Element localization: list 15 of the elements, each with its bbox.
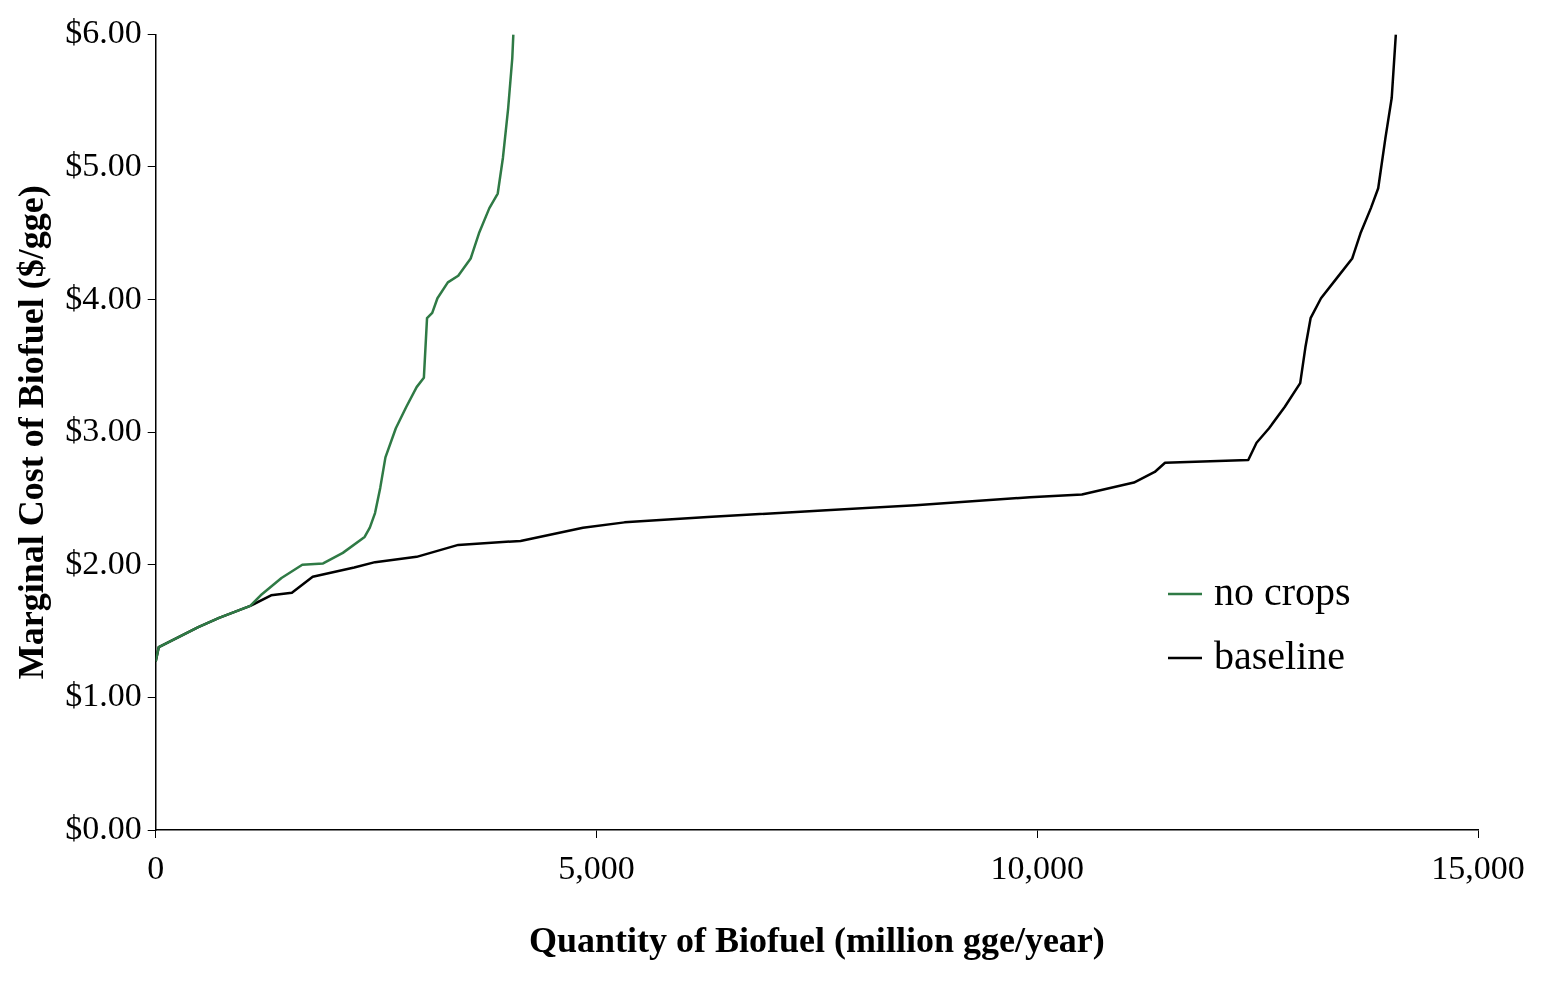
y-tick-label: $4.00	[65, 278, 142, 316]
legend-label: no crops	[1214, 568, 1351, 614]
y-tick-label: $6.00	[65, 13, 142, 51]
y-tick-label: $2.00	[65, 543, 142, 581]
x-axis-title: Quantity of Biofuel (million gge/year)	[528, 919, 1105, 960]
x-tick-label: 15,000	[1431, 849, 1525, 887]
y-tick-label: $5.00	[65, 145, 142, 183]
x-tick-label: 5,000	[558, 849, 635, 887]
y-tick-label: $0.00	[65, 808, 142, 846]
legend-label: baseline	[1214, 632, 1346, 678]
x-tick-label: 0	[147, 849, 165, 887]
x-tick-label: 10,000	[990, 849, 1084, 887]
y-axis-title: Marginal Cost of Biofuel ($/gge)	[10, 185, 51, 680]
y-tick-label: $3.00	[65, 411, 142, 449]
y-tick-label: $1.00	[65, 676, 142, 714]
